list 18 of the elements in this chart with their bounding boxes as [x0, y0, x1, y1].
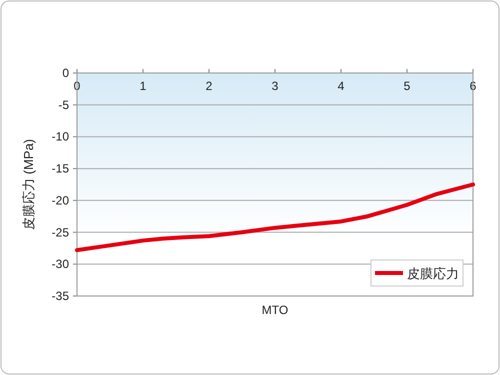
y-tick-label: -15 [52, 162, 70, 176]
x-tick-label: 2 [206, 79, 213, 93]
line-series [75, 182, 475, 252]
y-tick-label: -30 [52, 257, 70, 272]
y-tick-label: -25 [52, 225, 70, 240]
y-axis-title: 皮膜応力 (MPa) [21, 139, 36, 230]
x-tick-label: 5 [404, 79, 411, 93]
y-tick-label: -5 [58, 98, 70, 112]
y-tick-label: -20 [52, 193, 70, 208]
y-tick-label: -35 [52, 289, 70, 303]
x-tick-label: 4 [338, 79, 345, 93]
x-axis-title: MTO [262, 303, 288, 317]
legend-label: 皮膜応力 [407, 266, 459, 281]
x-tick-label: 3 [272, 79, 279, 93]
y-tick-label: -10 [52, 130, 70, 144]
y-tick-label: 0 [62, 66, 70, 80]
legend: 皮膜応力 [370, 260, 464, 286]
x-tick-label: 1 [140, 79, 147, 93]
